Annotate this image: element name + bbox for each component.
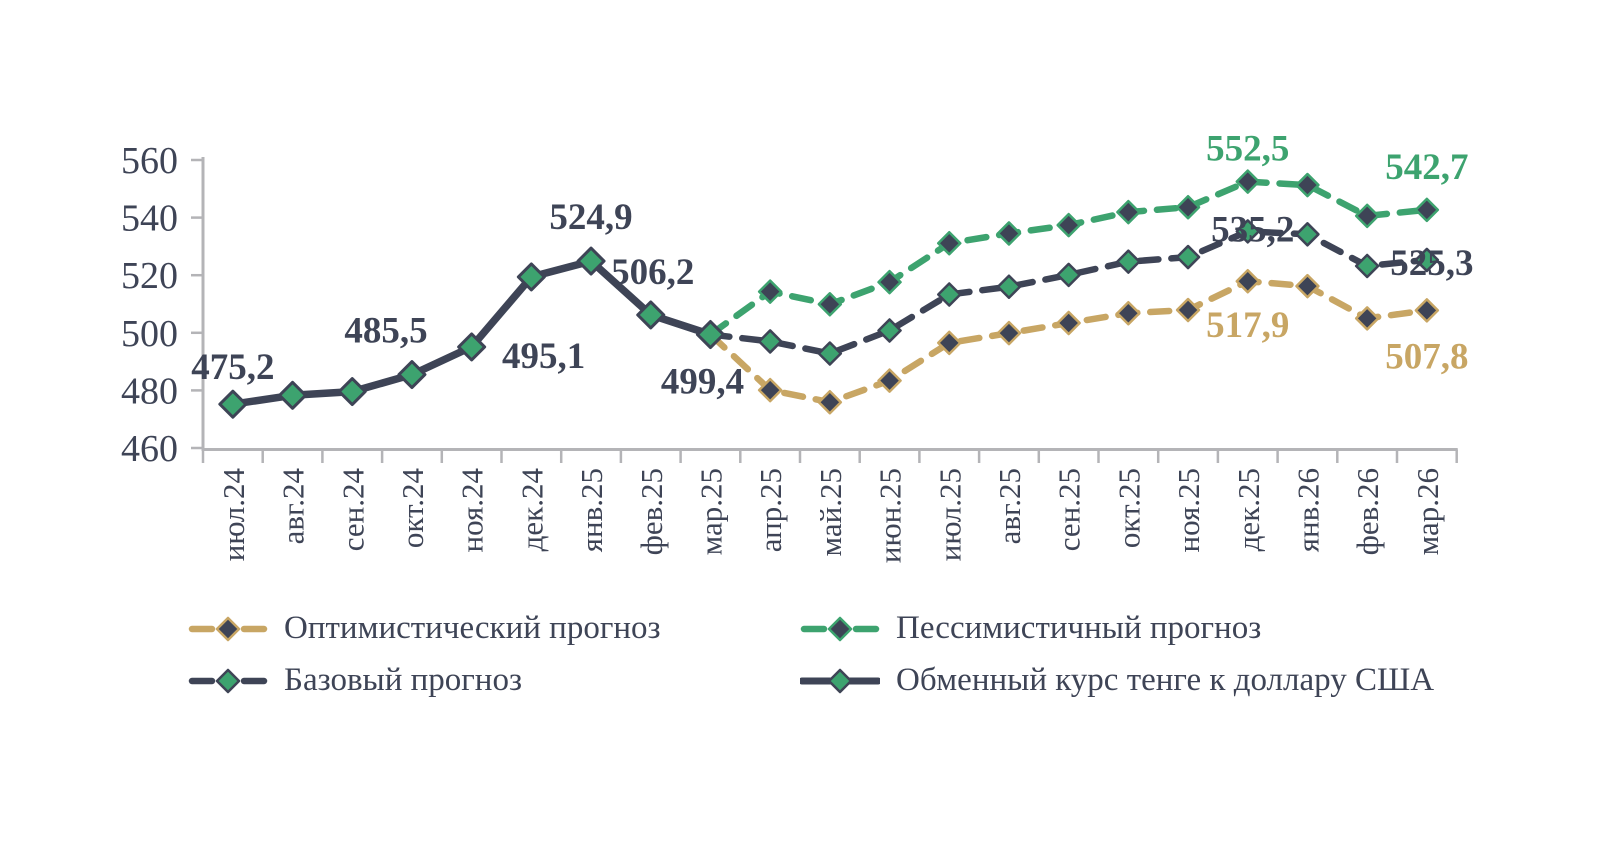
- marker-base: [757, 329, 783, 354]
- data-label-base-17: 535,2: [1211, 209, 1294, 250]
- marker-base: [817, 341, 843, 366]
- y-tick-label: 560: [121, 140, 178, 182]
- data-label-base-20: 525,3: [1390, 243, 1473, 284]
- marker-pessimistic: [996, 221, 1022, 246]
- marker-base: [877, 318, 902, 343]
- data-label-exchange-4: 495,1: [502, 336, 585, 377]
- marker-pessimistic: [877, 269, 902, 295]
- x-category-label: июн.25: [873, 468, 908, 563]
- marker-pessimistic: [757, 279, 783, 304]
- marker-optimistic: [1295, 273, 1320, 299]
- y-tick-label: 540: [121, 198, 178, 240]
- marker-optimistic: [1116, 300, 1141, 326]
- y-tick-label: 500: [121, 313, 178, 355]
- series-line-optimistic: [707, 277, 1431, 406]
- marker-base: [1056, 262, 1081, 288]
- marker-pessimistic: [817, 292, 843, 317]
- x-category-label: июл.24: [216, 468, 251, 562]
- marker-base: [1116, 249, 1141, 274]
- data-label-optimistic-20: 507,8: [1385, 336, 1468, 377]
- marker-optimistic: [877, 368, 902, 393]
- marker-exchange: [218, 389, 248, 419]
- marker-exchange: [516, 262, 546, 292]
- x-category-label: авг.25: [992, 468, 1027, 544]
- data-label-pessimistic-20: 542,7: [1385, 147, 1468, 188]
- x-category-label: июл.25: [932, 468, 967, 561]
- marker-pessimistic: [1295, 172, 1320, 198]
- x-category-label: фев.25: [634, 468, 669, 555]
- marker-base: [1175, 244, 1201, 270]
- x-category-label: фев.26: [1350, 468, 1385, 555]
- marker-pessimistic: [1175, 194, 1201, 220]
- marker-exchange: [576, 246, 606, 276]
- x-category-label: янв.26: [1290, 468, 1325, 552]
- marker-optimistic: [996, 320, 1022, 346]
- data-label-optimistic-17: 517,9: [1206, 305, 1289, 346]
- x-category-label: сен.25: [1052, 468, 1087, 551]
- marker-optimistic: [817, 389, 843, 415]
- marker-optimistic: [1414, 298, 1440, 323]
- marker-pessimistic: [1056, 212, 1081, 238]
- data-label-exchange-3: 485,5: [344, 311, 427, 352]
- x-category-label: янв.25: [574, 468, 609, 552]
- x-category-label: мар.26: [1410, 468, 1445, 555]
- y-tick-label: 520: [121, 255, 178, 297]
- x-category-label: окт.24: [395, 468, 430, 549]
- marker-optimistic: [1354, 306, 1380, 331]
- marker-base: [1235, 219, 1260, 244]
- marker-optimistic: [937, 330, 962, 356]
- x-category-label: дек.24: [514, 468, 549, 552]
- marker-pessimistic: [1354, 203, 1380, 229]
- marker-exchange: [636, 300, 666, 330]
- marker-exchange: [337, 377, 367, 407]
- marker-base: [996, 274, 1022, 299]
- marker-base: [1414, 247, 1440, 273]
- marker-optimistic: [1175, 297, 1201, 323]
- marker-exchange: [278, 380, 308, 410]
- data-label-pessimistic-17: 552,5: [1206, 129, 1289, 170]
- data-label-exchange-7: 506,2: [611, 252, 694, 293]
- x-category-label: сен.24: [335, 468, 370, 552]
- x-category-label: мар.25: [693, 468, 728, 555]
- y-tick-label: 460: [121, 428, 178, 470]
- marker-exchange: [397, 360, 427, 390]
- data-label-exchange-8: 499,4: [661, 362, 744, 403]
- marker-base: [1354, 253, 1380, 279]
- marker-base: [1295, 222, 1320, 247]
- marker-optimistic: [1235, 268, 1260, 294]
- x-category-label: апр.25: [753, 468, 788, 552]
- marker-optimistic: [1056, 310, 1081, 336]
- marker-optimistic: [757, 377, 783, 403]
- x-category-label: ноя.24: [455, 468, 490, 553]
- x-category-label: дек.25: [1231, 468, 1266, 551]
- marker-exchange: [457, 332, 487, 362]
- marker-base: [937, 282, 962, 307]
- data-label-exchange-6: 524,9: [549, 197, 632, 238]
- marker-exchange: [695, 320, 725, 350]
- y-tick-label: 480: [121, 370, 178, 412]
- x-category-label: май.25: [813, 468, 848, 557]
- marker-pessimistic: [937, 230, 962, 256]
- x-category-label: авг.24: [276, 468, 311, 545]
- marker-pessimistic: [1116, 199, 1141, 225]
- marker-pessimistic: [1414, 197, 1440, 223]
- x-category-label: ноя.25: [1171, 468, 1206, 553]
- marker-pessimistic: [1235, 169, 1260, 194]
- x-category-label: окт.25: [1111, 468, 1146, 548]
- data-label-exchange-0: 475,2: [191, 347, 274, 388]
